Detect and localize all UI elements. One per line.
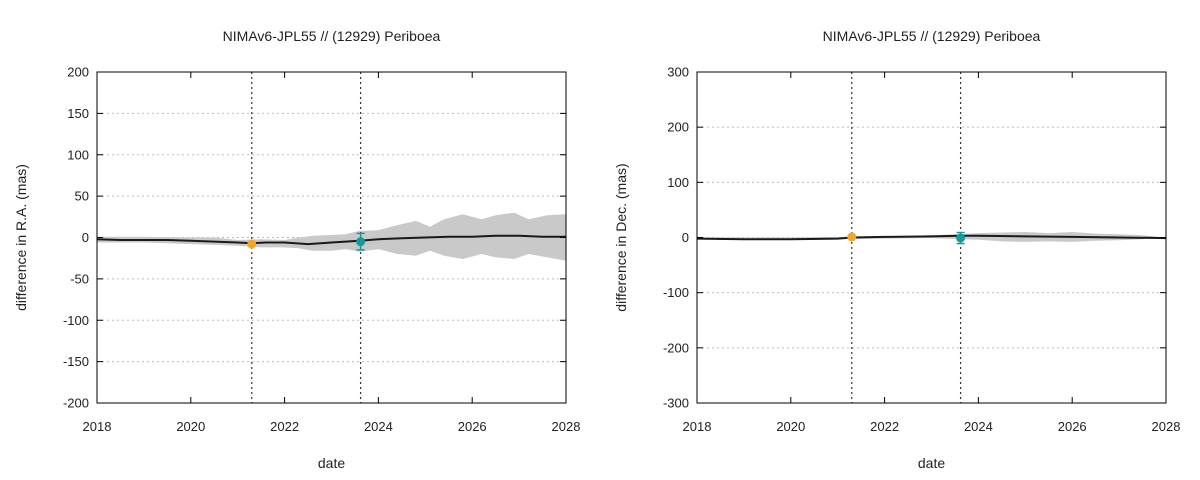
x-tick-label: 2020 (776, 419, 805, 434)
data-point-1 (247, 239, 257, 249)
x-tick-label: 2028 (552, 419, 581, 434)
chart-title: NIMAv6-JPL55 // (12929) Periboea (223, 28, 441, 44)
y-tick-label: -200 (63, 396, 89, 411)
difference-line (696, 234, 1167, 241)
chart-title: NIMAv6-JPL55 // (12929) Periboea (823, 28, 1041, 44)
x-tick-label: 2026 (1058, 419, 1087, 434)
x-tick-label: 2026 (458, 419, 487, 434)
x-tick-label: 2024 (964, 419, 993, 434)
y-axis-label: difference in Dec. (mas) (613, 163, 629, 311)
y-tick-label: 100 (67, 147, 89, 162)
x-axis-label: date (918, 455, 945, 471)
y-tick-label: 200 (667, 120, 689, 135)
y-tick-label: -100 (63, 313, 89, 328)
x-tick-label: 2022 (270, 419, 299, 434)
y-tick-label: 50 (75, 189, 89, 204)
data-point-2 (356, 237, 366, 247)
data-point-2 (956, 233, 966, 243)
x-tick-label: 2022 (870, 419, 899, 434)
difference-line (96, 234, 566, 246)
x-tick-label: 2018 (83, 419, 112, 434)
y-tick-label: -100 (663, 285, 689, 300)
y-axis-label: difference in R.A. (mas) (13, 164, 29, 311)
y-tick-label: 100 (667, 175, 689, 190)
y-tick-label: -300 (663, 396, 689, 411)
y-tick-label: 150 (67, 106, 89, 121)
y-tick-label: -50 (70, 271, 89, 286)
y-tick-label: -150 (63, 354, 89, 369)
uncertainty-band (97, 212, 566, 261)
data-point-1 (847, 232, 857, 242)
x-axis-label: date (318, 455, 345, 471)
y-tick-label: 200 (67, 65, 89, 80)
x-tick-label: 2020 (176, 419, 205, 434)
x-tick-label: 2018 (683, 419, 712, 434)
chart-panel-1: -200 -150 -100 -50 0 50 100 150 200 2018 2020 2022 2… (13, 28, 580, 471)
x-tick-label: 2024 (364, 419, 393, 434)
y-tick-label: -200 (663, 340, 689, 355)
x-tick-label: 2028 (1152, 419, 1181, 434)
chart-panel-2: -300 -200 -100 0 100 200 300 2018 2020 2022 2024 20… (613, 28, 1180, 471)
y-tick-label: 0 (682, 230, 689, 245)
y-tick-label: 0 (82, 230, 89, 245)
y-tick-label: 300 (667, 65, 689, 80)
